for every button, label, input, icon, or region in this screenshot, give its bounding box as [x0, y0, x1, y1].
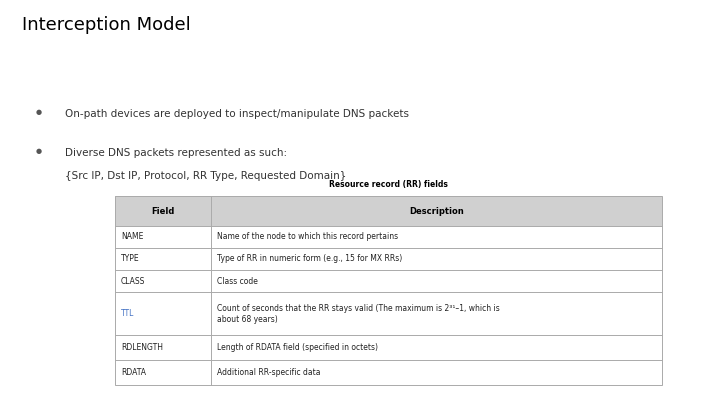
Bar — [115, 196, 662, 226]
Text: On-path devices are deployed to inspect/manipulate DNS packets: On-path devices are deployed to inspect/… — [65, 109, 409, 119]
Text: Name of the node to which this record pertains: Name of the node to which this record pe… — [217, 232, 398, 241]
Text: Description: Description — [409, 207, 464, 215]
Text: Count of seconds that the RR stays valid (The maximum is 2³¹–1, which is
about 6: Count of seconds that the RR stays valid… — [217, 304, 500, 324]
Bar — [115, 196, 662, 385]
Text: RDLENGTH: RDLENGTH — [121, 343, 163, 352]
Text: Resource record (RR) fields: Resource record (RR) fields — [329, 180, 449, 189]
Text: TYPE: TYPE — [121, 254, 140, 264]
Text: {Src IP, Dst IP, Protocol, RR Type, Requested Domain}: {Src IP, Dst IP, Protocol, RR Type, Requ… — [65, 171, 346, 181]
Text: Field: Field — [151, 207, 175, 215]
Text: Interception Model: Interception Model — [22, 16, 190, 34]
Text: Class code: Class code — [217, 277, 258, 286]
Text: NAME: NAME — [121, 232, 143, 241]
Text: ●: ● — [36, 148, 42, 154]
Text: TTL: TTL — [121, 309, 135, 318]
Text: Additional RR-specific data: Additional RR-specific data — [217, 368, 320, 377]
Text: ●: ● — [36, 109, 42, 115]
Text: Length of RDATA field (specified in octets): Length of RDATA field (specified in octe… — [217, 343, 378, 352]
Text: CLASS: CLASS — [121, 277, 145, 286]
Text: Type of RR in numeric form (e.g., 15 for MX RRs): Type of RR in numeric form (e.g., 15 for… — [217, 254, 402, 264]
Text: Diverse DNS packets represented as such:: Diverse DNS packets represented as such: — [65, 148, 287, 158]
Text: RDATA: RDATA — [121, 368, 146, 377]
